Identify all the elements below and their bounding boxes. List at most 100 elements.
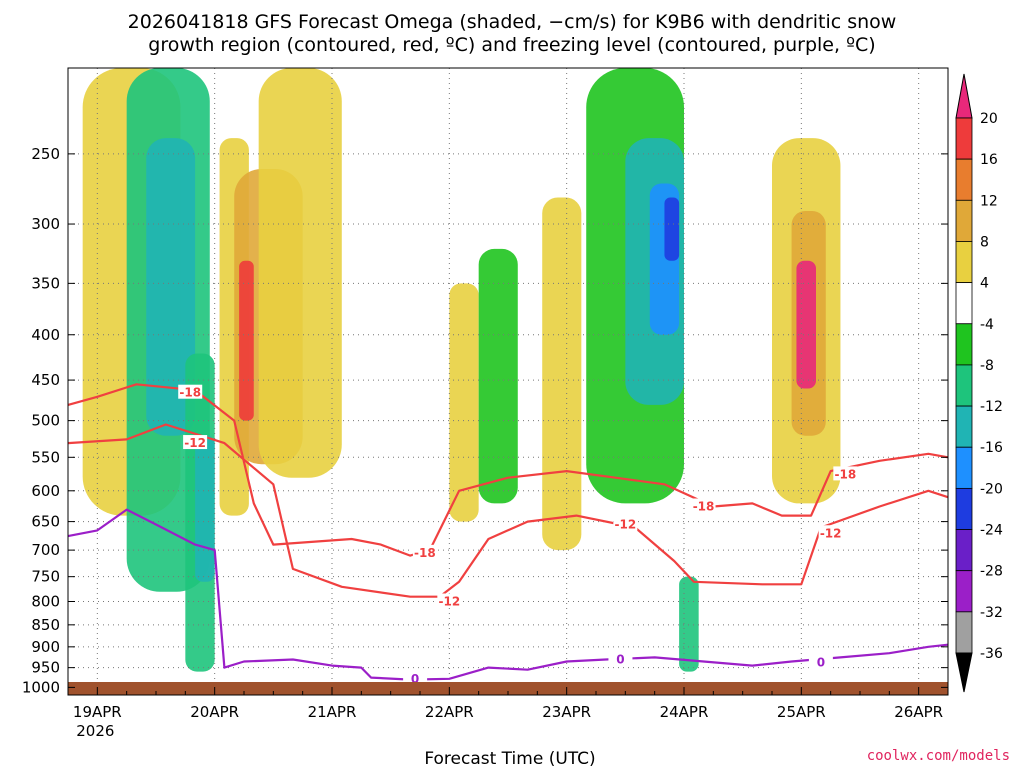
colorbar-box-10 <box>955 529 973 572</box>
colorbar-label--4: -4 <box>980 317 994 333</box>
colorbar: 20 16 12 8 4 -4 -8 -12 -16 -20 -24 -28 -32 -36 <box>955 73 1003 693</box>
colorbar-box-3 <box>955 241 973 284</box>
colorbar-box-7 <box>955 405 973 448</box>
y-tick-label-900: 900 <box>31 638 60 656</box>
y-tick-label-300: 300 <box>31 215 60 233</box>
colorbar-label--36: -36 <box>980 646 1003 662</box>
contour-label-dgz-minus-18-3: -18 <box>834 467 856 481</box>
colorbar-label--24: -24 <box>980 523 1003 539</box>
contour-label-dgz-minus-18-2: -18 <box>693 500 715 514</box>
contour-label-bg-dgz-minus-12 <box>818 525 843 540</box>
contour-label-dgz-minus-12-2: -12 <box>614 518 636 532</box>
colorbar-box-2 <box>955 199 973 242</box>
colorbar-label-16: 16 <box>980 152 998 168</box>
y-tick-label-350: 350 <box>31 274 60 292</box>
x-tick-label-21APR: 21APR <box>308 703 357 721</box>
x-tick-label-25APR: 25APR <box>777 703 826 721</box>
colorbar-label-4: 4 <box>980 276 989 292</box>
contour-label-freezing-level-0-0: 0 <box>411 672 419 686</box>
contour-dgz-minus-12 <box>67 423 949 598</box>
colorbar-box-0 <box>955 117 973 160</box>
y-tick-label-650: 650 <box>31 513 60 531</box>
contour-label-bg-dgz-minus-18 <box>833 466 858 481</box>
contour-label-dgz-minus-18-0: -18 <box>179 386 201 400</box>
y-tick-label-550: 550 <box>31 448 60 466</box>
contour-freezing-level-0 <box>67 508 949 681</box>
contour-label-bg-dgz-minus-18 <box>412 544 437 559</box>
contour-layer: -18 -18 -18 -18 -12 -12 -12 -12 0 0 0 <box>67 383 949 686</box>
omega-cell-7 <box>239 260 254 421</box>
colorbar-label--12: -12 <box>980 399 1003 415</box>
omega-cell-8 <box>258 68 342 478</box>
contour-label-bg-freezing-level-0 <box>608 651 633 666</box>
contour-label-bg-dgz-minus-12 <box>183 435 208 450</box>
contour-label-bg-dgz-minus-18 <box>691 498 716 513</box>
y-tick-label-500: 500 <box>31 412 60 430</box>
y-tick-label-1000: 1000 <box>22 678 60 696</box>
contour-label-freezing-level-0-2: 0 <box>817 656 825 670</box>
x-tick-label-22APR: 22APR <box>425 703 474 721</box>
contour-label-bg-freezing-level-0 <box>403 670 428 685</box>
colorbar-label--8: -8 <box>980 358 994 374</box>
omega-cell-19 <box>796 260 816 389</box>
colorbar-label--32: -32 <box>980 605 1003 621</box>
omega-cell-15 <box>664 197 680 261</box>
y-tick-label-700: 700 <box>31 541 60 559</box>
contour-label-dgz-minus-12-3: -12 <box>820 526 842 540</box>
x-tick-label-24APR: 24APR <box>660 703 709 721</box>
colorbar-label-12: 12 <box>980 193 998 209</box>
credit-text: coolwx.com/models <box>867 748 1010 764</box>
x-tick-label-19APR: 19APR <box>73 703 122 721</box>
contour-label-bg-dgz-minus-12 <box>437 593 462 608</box>
contour-label-dgz-minus-18-1: -18 <box>414 546 436 560</box>
colorbar-box-8 <box>955 446 973 489</box>
colorbar-box-9 <box>955 487 973 530</box>
omega-cell-10 <box>478 248 518 504</box>
plot-area: -18 -18 -18 -18 -12 -12 -12 -12 0 0 0 <box>67 67 949 696</box>
omega-cell-16 <box>679 576 699 672</box>
colorbar-arrow-top <box>955 73 973 119</box>
omega-shading <box>82 68 841 672</box>
y-tick-label-450: 450 <box>31 371 60 389</box>
colorbar-label--16: -16 <box>980 440 1003 456</box>
omega-cell-2 <box>146 138 196 436</box>
omega-cell-9 <box>449 283 479 522</box>
colorbar-box-1 <box>955 158 973 201</box>
x-axis-label: Forecast Time (UTC) <box>424 749 595 768</box>
y-tick-label-250: 250 <box>31 145 60 163</box>
colorbar-box-12 <box>955 611 973 654</box>
contour-label-freezing-level-0-1: 0 <box>616 652 624 666</box>
x-tick-label-26APR: 26APR <box>894 703 943 721</box>
colorbar-label-20: 20 <box>980 111 998 127</box>
x-tick-label-23APR: 23APR <box>542 703 591 721</box>
omega-cell-11 <box>542 197 582 551</box>
y-tick-label-600: 600 <box>31 482 60 500</box>
contour-label-dgz-minus-12-1: -12 <box>438 595 460 609</box>
colorbar-label-8: 8 <box>980 234 989 250</box>
contour-label-bg-dgz-minus-18 <box>178 384 203 399</box>
colorbar-box-11 <box>955 570 973 613</box>
colorbar-box-5 <box>955 323 973 366</box>
ground-terrain <box>68 682 948 695</box>
contour-label-bg-dgz-minus-12 <box>613 516 638 531</box>
contour-label-dgz-minus-12-0: -12 <box>184 436 206 450</box>
contour-label-bg-freezing-level-0 <box>808 654 833 669</box>
y-tick-label-950: 950 <box>31 659 60 677</box>
contour-dgz-minus-18 <box>67 383 949 557</box>
colorbar-label--20: -20 <box>980 481 1003 497</box>
colorbar-arrow-bottom <box>955 652 973 693</box>
chart-title-line2: growth region (contoured, red, ºC) and f… <box>148 34 875 56</box>
colorbar-box-6 <box>955 364 973 407</box>
chart-title-line1: 2026041818 GFS Forecast Omega (shaded, −… <box>128 11 897 33</box>
x-tick-sublabel-year: 2026 <box>76 722 114 740</box>
x-tick-label-20APR: 20APR <box>190 703 239 721</box>
y-tick-label-400: 400 <box>31 326 60 344</box>
y-tick-label-800: 800 <box>31 593 60 611</box>
y-tick-label-750: 750 <box>31 568 60 586</box>
y-tick-label-850: 850 <box>31 616 60 634</box>
colorbar-label--28: -28 <box>980 564 1003 580</box>
pressure-axis: 250 300 350 400 450 500 550 600 650 700 750 800 850 9… <box>22 145 948 696</box>
colorbar-box-4 <box>955 282 973 325</box>
